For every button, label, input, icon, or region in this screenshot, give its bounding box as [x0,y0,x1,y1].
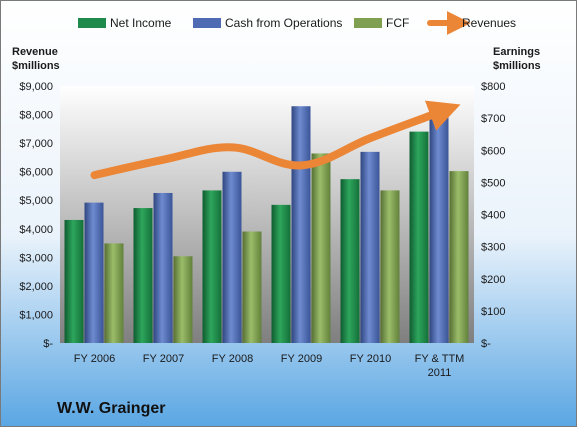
right-tick-label: $700 [481,113,505,125]
right-tick-label: $400 [481,210,505,222]
left-tick-label: $1,000 [19,309,53,321]
right-tick-label: $500 [481,177,505,189]
bar-net-income [409,131,429,343]
category-labels: FY 2006 FY 2007 FY 2008 FY 2009 FY 2010 FY & … [74,353,465,379]
company-name: W.W. Grainger [57,400,165,417]
bar-net-income [340,179,360,343]
category-label: 2011 [428,367,452,379]
category-label: FY 2007 [143,353,184,365]
legend-label: Revenues [462,16,516,30]
left-tick-label: $5,000 [19,195,53,207]
category-label: FY & TTM [415,353,465,365]
category-label: FY 2008 [212,353,253,365]
bar-cash-from-operations [84,202,104,343]
category-label: FY 2006 [74,353,115,365]
bar-net-income [271,204,291,343]
left-tick-label: $- [43,338,53,350]
legend-swatch [193,18,221,28]
bar-fcf [449,171,469,343]
legend-label: Cash from Operations [225,16,342,30]
left-tick-label: $4,000 [19,224,53,236]
bar-cash-from-operations [153,192,173,343]
bar-cash-from-operations [360,151,380,343]
right-tick-label: $800 [481,81,505,93]
legend-label: FCF [386,16,409,30]
bar-net-income [133,208,153,343]
left-tick-label: $6,000 [19,167,53,179]
legend: Net Income Cash from Operations FCF Revenue… [78,11,516,35]
right-axis-title-line2: $millions [493,60,541,72]
left-tick-label: $7,000 [19,138,53,150]
right-axis-ticks: $- $100 $200 $300 $400 $500 $600 $700 $800 [481,81,505,350]
legend-label: Net Income [110,16,172,30]
left-axis-title-line2: $millions [12,60,60,72]
left-tick-label: $3,000 [19,252,53,264]
right-axis-title-line1: Earnings [493,46,540,58]
bar-fcf [380,190,400,343]
bar-cash-from-operations [222,171,242,343]
right-tick-label: $200 [481,274,505,286]
right-tick-label: $100 [481,306,505,318]
left-tick-label: $8,000 [19,110,53,122]
bar-cash-from-operations [291,106,311,344]
right-tick-label: $- [481,338,491,350]
revenue-line [90,100,461,180]
bar-cash-from-operations [429,109,449,344]
category-label: FY 2010 [350,353,391,365]
legend-swatch [354,18,382,28]
bar-fcf [173,256,193,343]
left-tick-label: $9,000 [19,81,53,93]
bars [64,106,469,344]
left-axis-title-line1: Revenue [12,46,58,58]
left-axis-ticks: $- $1,000 $2,000 $3,000 $4,000 $5,000 $6,000 $7… [19,81,53,350]
right-tick-label: $300 [481,242,505,254]
bar-fcf [242,231,262,343]
bar-net-income [202,190,222,343]
left-tick-label: $2,000 [19,281,53,293]
legend-swatch [78,18,106,28]
category-label: FY 2009 [281,353,322,365]
revenue-line-layer [90,100,461,180]
bar-fcf [311,153,331,343]
bar-net-income [64,219,84,343]
right-tick-label: $600 [481,145,505,157]
bar-fcf [104,243,124,343]
